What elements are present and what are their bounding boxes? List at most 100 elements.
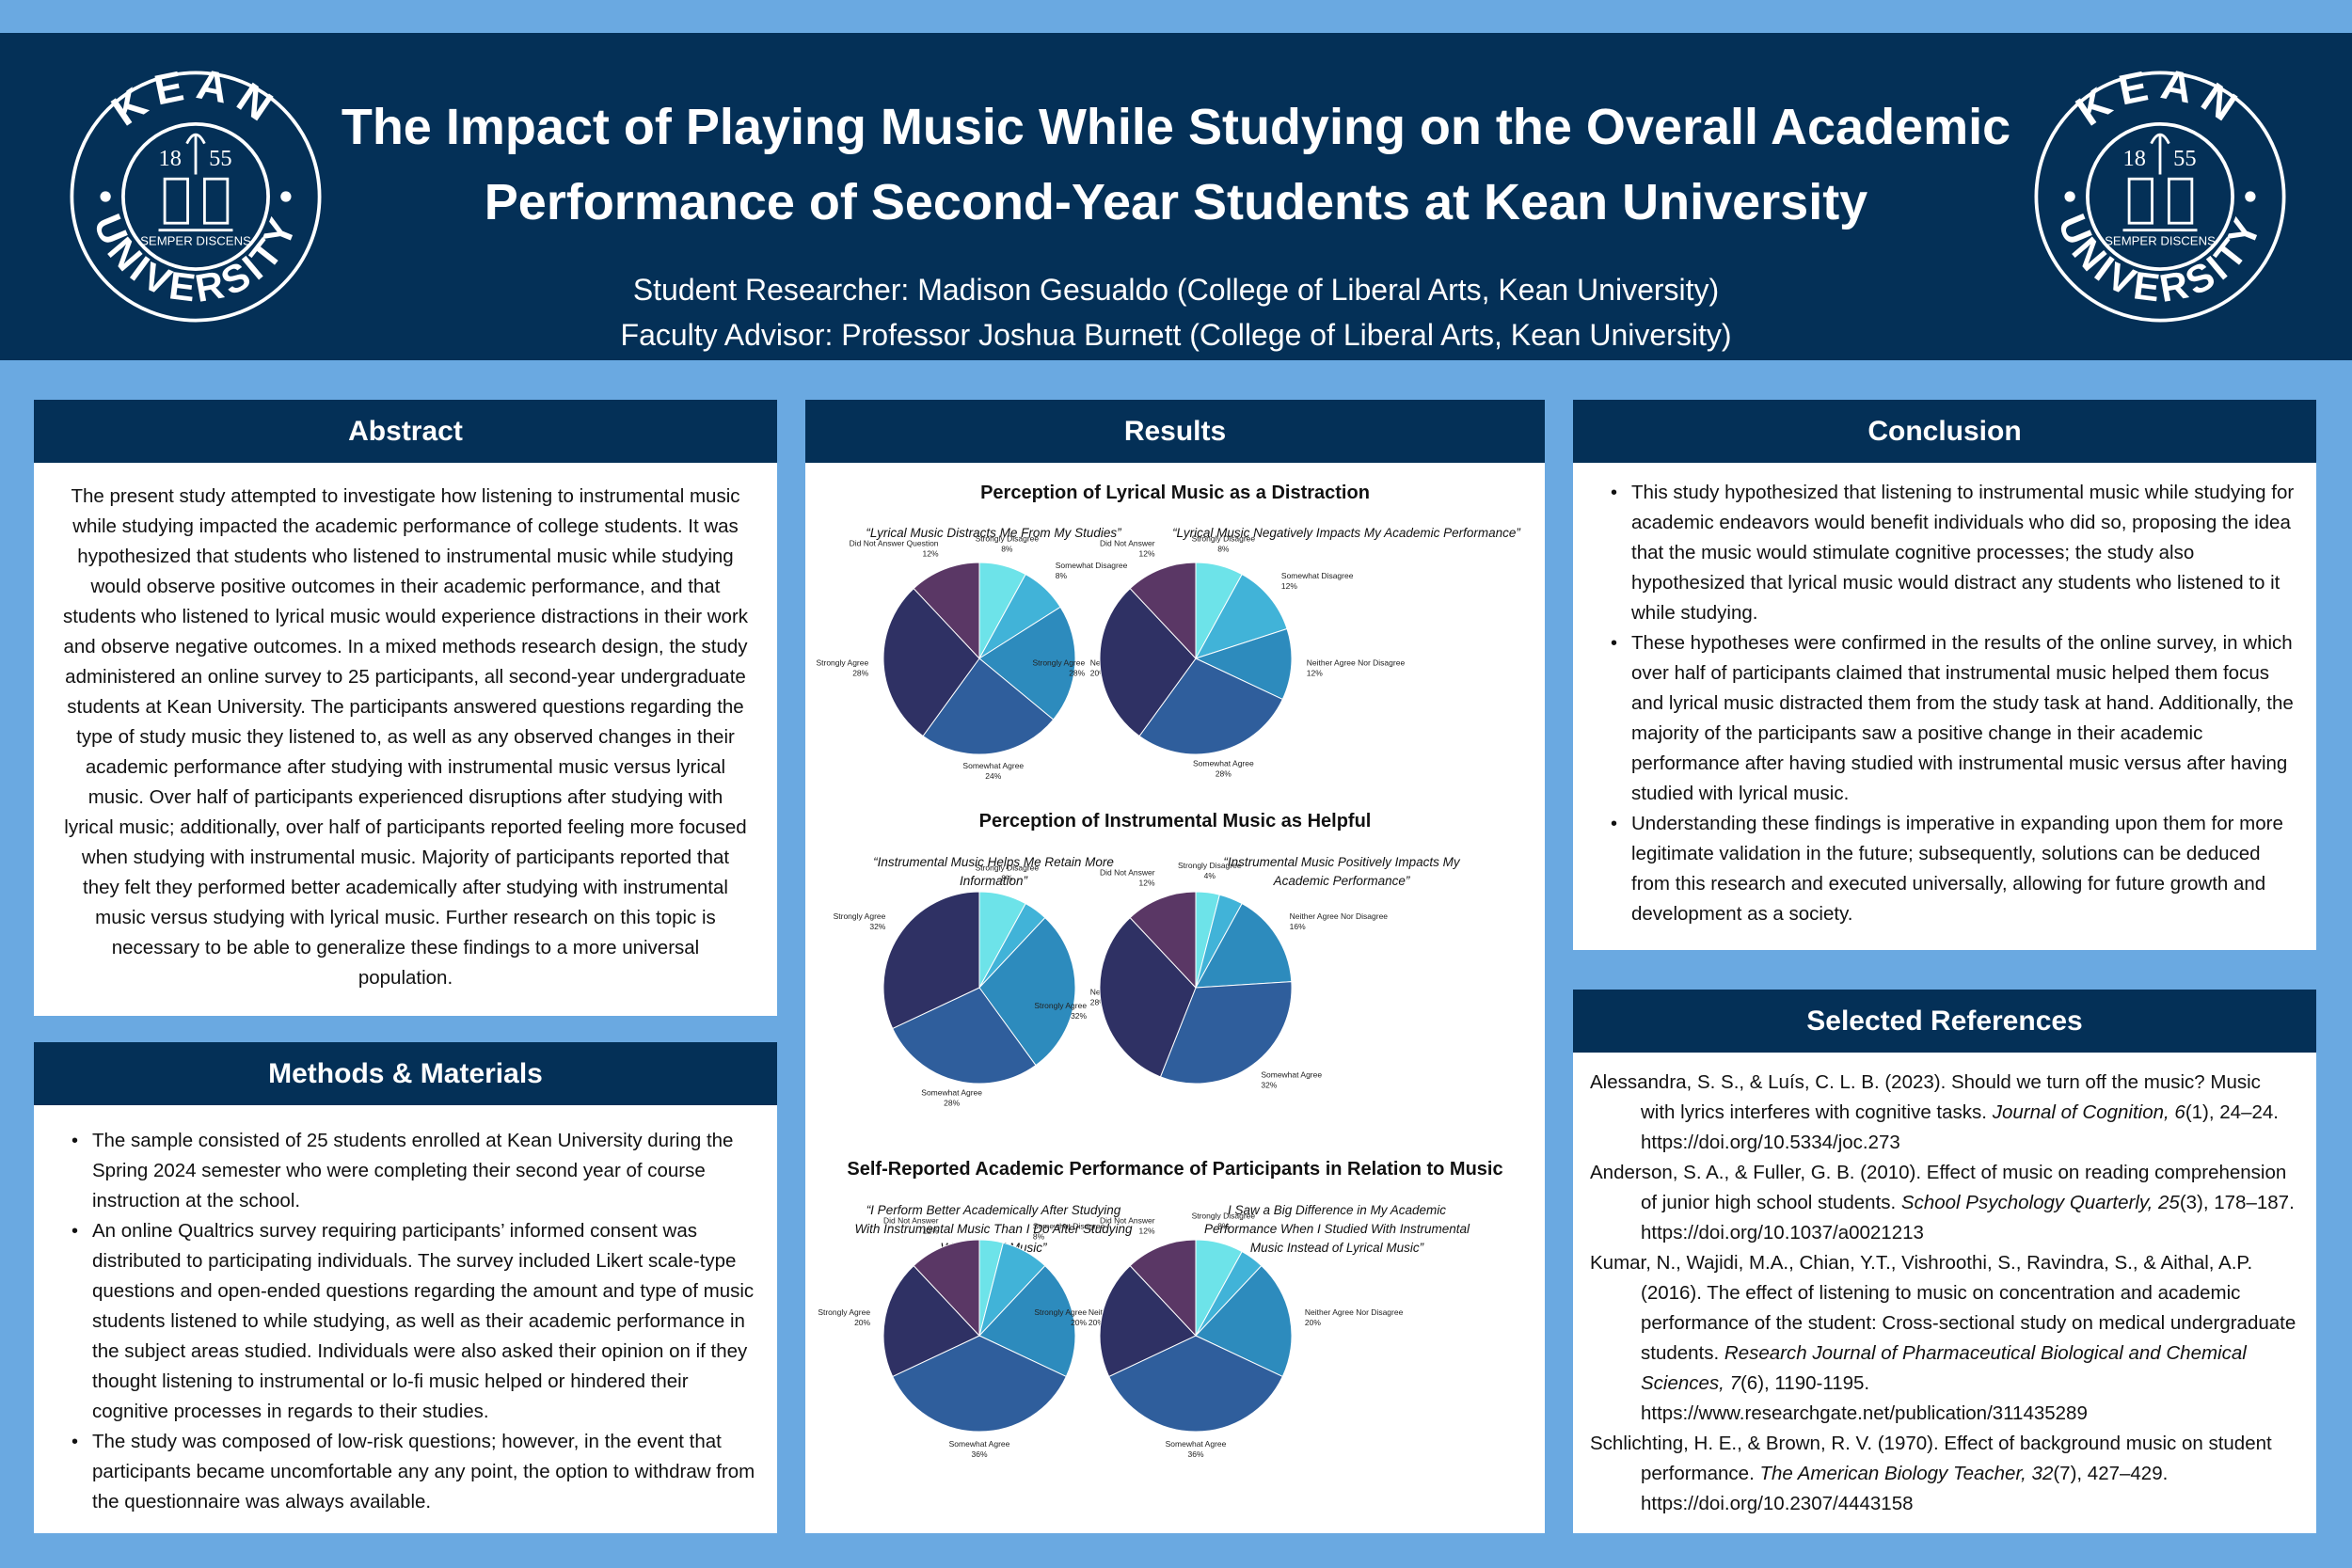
chart-title: “Lyrical Music Negatively Impacts My Aca… — [1172, 526, 1520, 540]
pie-slice — [1194, 627, 1293, 701]
pie-slice — [1194, 573, 1288, 659]
svg-text:SEMPER DISCENS: SEMPER DISCENS — [2105, 234, 2216, 248]
pie-slice-label: Did Not Answer 12% — [1100, 867, 1155, 887]
pie-slice — [978, 606, 1076, 721]
pie-slice-label: Did Not Answer 12% — [1100, 1215, 1155, 1235]
pie-slice-label: Somewhat Agree 32% — [1261, 1069, 1322, 1089]
pie-slice — [1195, 1264, 1293, 1378]
methods-list: The sample consisted of 25 students enro… — [34, 1105, 777, 1517]
pie-slice-label: Strongly Disagree 8% — [1192, 534, 1256, 554]
pie-slice — [1138, 657, 1283, 755]
pie-slice — [892, 987, 1037, 1085]
abstract-heading: Abstract — [34, 400, 777, 463]
pie-slice — [1129, 562, 1197, 660]
chart-title: “Instrumental Music Positively Impacts M… — [1223, 855, 1460, 888]
pie-slice — [1099, 587, 1197, 737]
pie-slice — [892, 1335, 1067, 1433]
pie-slice — [882, 1264, 980, 1378]
conclusion-heading: Conclusion — [1573, 400, 2316, 463]
pie-slice-label: Did Not Answer 12% — [1100, 538, 1155, 558]
results-heading: Results — [805, 400, 1545, 463]
pie-slice — [882, 891, 980, 1030]
pie-slice — [922, 657, 1055, 755]
pie-slice-label: Somewhat Agree 28% — [1193, 758, 1254, 778]
pie-slice-label: Strongly Disagree 8% — [976, 863, 1040, 883]
student-researcher: Student Researcher: Madison Gesualdo (Co… — [632, 273, 1720, 307]
pie-slice-label: Somewhat Disagree 12% — [1281, 571, 1354, 591]
svg-text:55: 55 — [2173, 146, 2196, 171]
kean-university-seal-right: KEAN UNIVERSITY 18 55 SEMPER DISCENS — [2034, 64, 2286, 323]
conclusion-bullet: These hypotheses were confirmed in the r… — [1594, 628, 2296, 809]
pie-slice — [978, 916, 1076, 1067]
results-section-title: Self-Reported Academic Performance of Pa… — [847, 1159, 1503, 1180]
reference-item: Schlichting, H. E., & Brown, R. V. (1970… — [1590, 1433, 2272, 1514]
methods-panel: Methods & Materials The sample consisted… — [34, 1042, 777, 1533]
pie-slice — [1108, 1335, 1283, 1433]
conclusion-bullet: This study hypothesized that listening t… — [1594, 478, 2296, 628]
faculty-advisor: Faculty Advisor: Professor Joshua Burnet… — [620, 318, 1732, 352]
pie-slice-label: Neither Agree Nor Disagree 12% — [1307, 657, 1406, 677]
pie-slice-label: Strongly Agree 20% — [1034, 1307, 1087, 1327]
pie-chart-lyrical-negative: Strongly Disagree 8% Somewhat Disagree 12% N… — [1032, 534, 1406, 779]
methods-bullet: The study was composed of low-risk quest… — [55, 1427, 756, 1517]
kean-university-seal-left: KEAN UNIVERSITY 18 55 SEMPER DISCENS — [70, 64, 322, 323]
pie-slice — [1159, 981, 1293, 1085]
svg-text:18: 18 — [2123, 146, 2146, 171]
chart-title: “Instrumental Music Helps Me Retain More… — [873, 855, 1114, 888]
conclusion-panel: Conclusion This study hypothesized that … — [1573, 400, 2316, 950]
svg-text:55: 55 — [209, 146, 231, 171]
results-section-title: Perception of Lyrical Music as a Distrac… — [980, 483, 1370, 503]
chart-title: “Lyrical Music Distracts Me From My Stud… — [866, 526, 1121, 540]
pie-slice-label: Strongly Disagree 4% — [1178, 861, 1242, 880]
references-panel: Selected References Alessandra, S. S., &… — [1573, 990, 2316, 1533]
pie-slice — [1099, 1264, 1197, 1378]
pie-slice — [913, 1239, 980, 1338]
pie-slice-label: Strongly Agree 32% — [834, 911, 886, 931]
references-heading: Selected References — [1573, 990, 2316, 1053]
pie-slice — [1099, 916, 1197, 1078]
pie-slice — [882, 587, 980, 737]
methods-bullet: The sample consisted of 25 students enro… — [55, 1126, 756, 1216]
pie-slice-label: Strongly Agree 28% — [1032, 657, 1085, 677]
pie-slice-label: Somewhat Agree 36% — [1166, 1439, 1227, 1459]
pie-chart-big-difference: Strongly Disagree 8% Neither Agree Nor Dis… — [1034, 1212, 1404, 1459]
reference-item: Anderson, S. A., & Fuller, G. B. (2010).… — [1590, 1162, 2295, 1243]
pie-slice-label: Strongly Disagree 8% — [976, 534, 1040, 554]
svg-text:SEMPER DISCENS: SEMPER DISCENS — [140, 234, 251, 248]
pie-slice — [1129, 1239, 1197, 1338]
pie-slice — [1195, 902, 1293, 989]
reference-item: Kumar, N., Wajidi, M.A., Chian, Y.T., Vi… — [1590, 1252, 2296, 1424]
pie-slice — [978, 1264, 1076, 1378]
abstract-text: The present study attempted to investiga… — [62, 485, 749, 989]
chart-title: I Saw a Big Difference in My Academic Pe… — [1203, 1203, 1470, 1255]
pie-chart-instrumental-positive: Strongly Disagree 4% Neither Agree Nor Dis… — [1034, 861, 1388, 1090]
pie-slice — [1129, 891, 1197, 990]
poster-title: The Impact of Playing Music While Studyi… — [341, 99, 2011, 230]
pie-slice-label: Strongly Agree 28% — [816, 657, 868, 677]
pie-slice-label: Somewhat Agree 36% — [949, 1439, 1010, 1459]
results-panel: Results Perception of Lyrical Music as a… — [805, 400, 1545, 1533]
abstract-panel: Abstract The present study attempted to … — [34, 400, 777, 1016]
conclusion-bullet: Understanding these findings is imperati… — [1594, 809, 2296, 929]
reference-item: Alessandra, S. S., & Luís, C. L. B. (202… — [1590, 1071, 2279, 1153]
poster-header: KEAN UNIVERSITY 18 55 SEMPER DISCENS The… — [0, 33, 2352, 360]
methods-bullet: An online Qualtrics survey requiring par… — [55, 1216, 756, 1427]
pie-slice-label: Did Not Answer Question 12% — [850, 538, 939, 558]
results-section-title: Perception of Instrumental Music as Help… — [978, 811, 1372, 832]
pie-slice-label: Somewhat Disagree 8% — [1033, 1222, 1105, 1242]
pie-slice-label: Strongly Disagree 8% — [1192, 1212, 1256, 1231]
pie-slice-label: Did Not Answer 12% — [883, 1215, 939, 1235]
pie-slice-label: Strongly Agree 20% — [818, 1307, 870, 1327]
pie-slice-label: Somewhat Disagree 8% — [1056, 561, 1128, 580]
pie-slice-label: Somewhat Agree 24% — [962, 761, 1024, 781]
pie-slice-label: Somewhat Agree 28% — [921, 1087, 982, 1107]
methods-heading: Methods & Materials — [34, 1042, 777, 1105]
references-list: Alessandra, S. S., & Luís, C. L. B. (202… — [1573, 1053, 2316, 1519]
pie-slice-label: Strongly Agree 32% — [1034, 1001, 1087, 1021]
conclusion-list: This study hypothesized that listening t… — [1573, 463, 2316, 929]
pie-slice — [913, 562, 980, 660]
